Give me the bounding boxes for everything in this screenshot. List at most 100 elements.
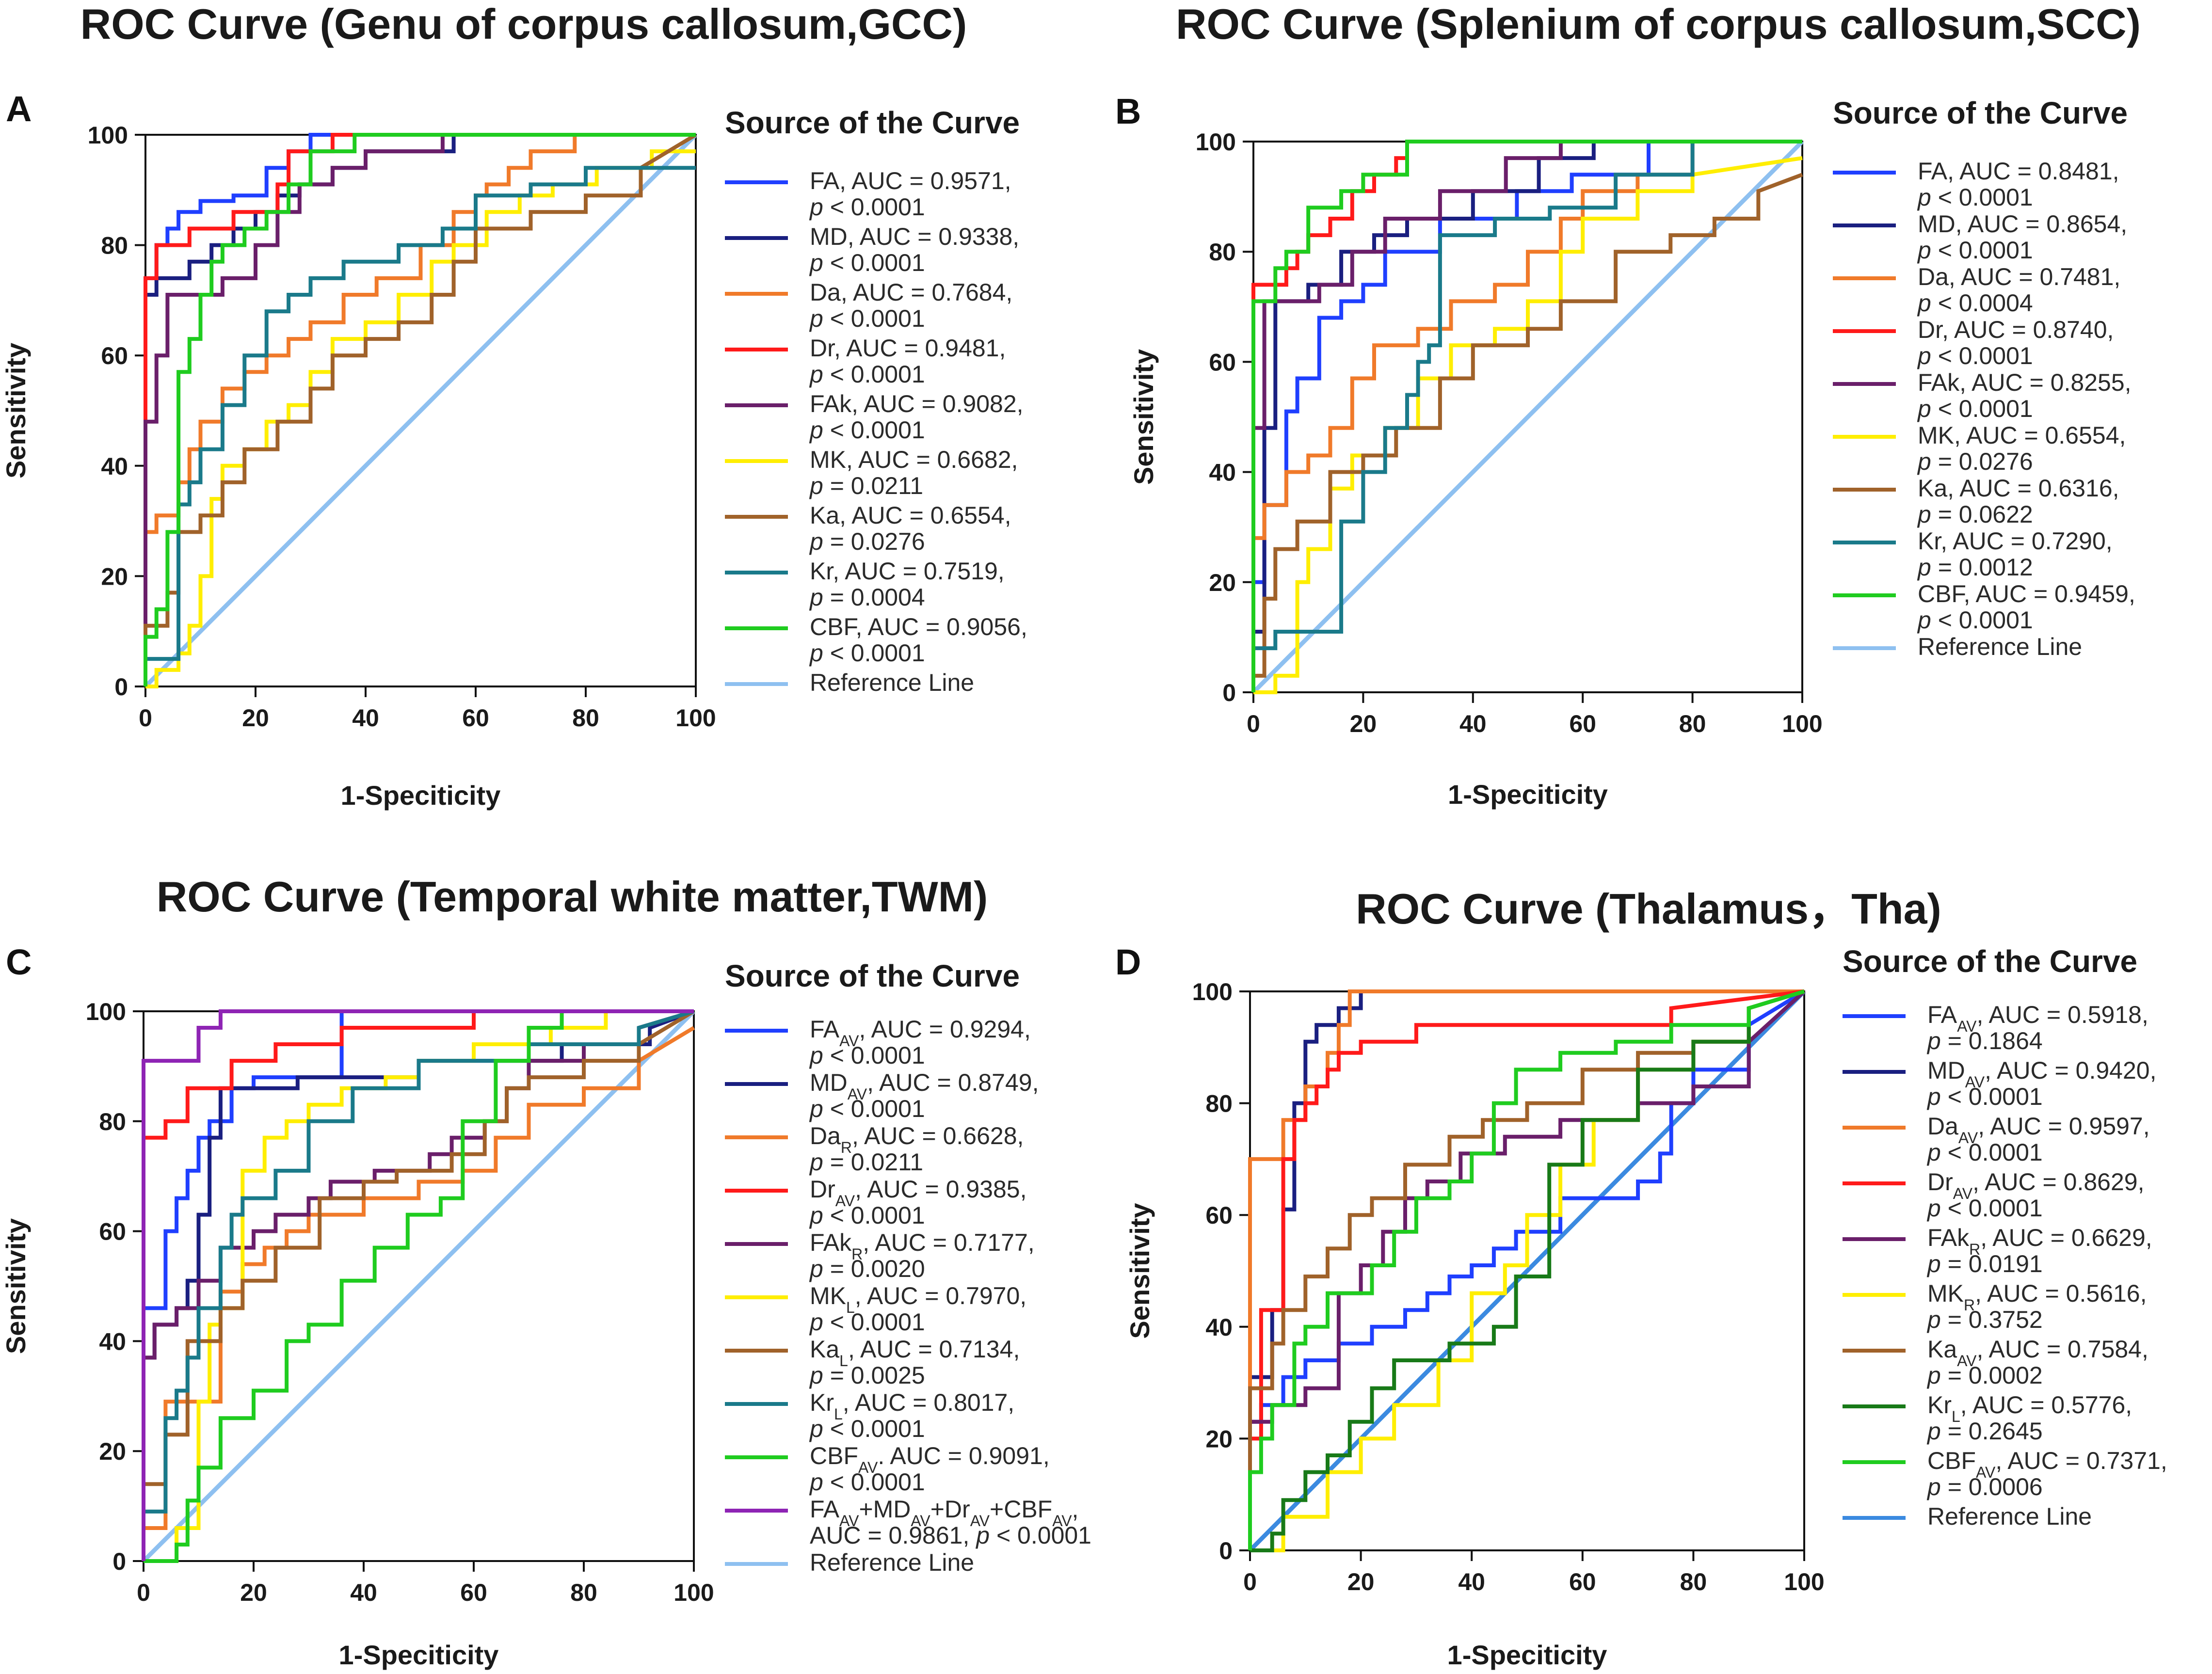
legend-text-span: p	[809, 1468, 823, 1496]
roc-curve-fak	[1251, 140, 1802, 692]
legend-text-span: , AUC = 0.9481,	[834, 335, 1006, 362]
legend-text-span: Da	[810, 1122, 841, 1149]
y-tick-label: 80	[99, 1108, 126, 1135]
x-axis-label: 1-Speciticity	[1447, 1640, 1607, 1670]
x-tick-label: 40	[1459, 710, 1487, 737]
legend-text-span: p	[1917, 184, 1931, 211]
legend-text-span: < 0.0001	[1941, 1195, 2043, 1222]
legend-item: KrL, AUC = 0.5776, p = 0.2645	[1843, 1391, 2132, 1445]
legend-text-span: , AUC = 0.9459,	[1963, 580, 2135, 607]
legend-text-span: p	[809, 1308, 823, 1336]
legend-subscript: AV	[1953, 1185, 1973, 1202]
legend-title: Source of the Curve	[1833, 96, 2128, 130]
legend-text-span: Ka	[1927, 1336, 1957, 1363]
legend-item: FAAV, AUC = 0.5918, p = 0.1864	[1843, 1001, 2148, 1054]
roc-curve-ka-l	[142, 1009, 695, 1561]
legend-text-span: , AUC = 0.9056,	[855, 613, 1027, 640]
legend-item: CBFAV, AUC = 0.7371, p = 0.0006	[1843, 1447, 2167, 1500]
legend-label: CBF, AUC = 0.9459, p < 0.0001	[1917, 580, 2135, 634]
x-tick-label: 60	[462, 704, 489, 732]
legend-label: DaAV, AUC = 0.9597, p < 0.0001	[1926, 1113, 2150, 1166]
x-tick-label: 100	[673, 1579, 714, 1606]
roc-curve-dr	[1251, 140, 1802, 692]
legend-text-span: , AUC = 0.7177,	[863, 1229, 1034, 1256]
legend-item: KrL, AUC = 0.8017, p < 0.0001	[725, 1389, 1014, 1442]
legend-text-span: MD	[810, 1069, 848, 1096]
legend-label: FAkR, AUC = 0.6629, p = 0.0191	[1926, 1224, 2152, 1277]
x-tick-label: 0	[139, 704, 152, 732]
legend-item: Reference Line	[1843, 1503, 2092, 1530]
legend-text-span: FAk	[1918, 369, 1960, 396]
legend-text-span: CBF	[1918, 580, 1965, 607]
legend-text-span: = 0.0006	[1941, 1473, 2043, 1500]
legend-text-span: = 0.0276	[823, 528, 925, 555]
y-tick-label: 80	[1205, 1090, 1233, 1117]
roc-curve-md-av	[1248, 989, 1804, 1550]
legend-text-span: , AUC = 0.8654,	[1956, 210, 2127, 238]
roc-curve-cbf	[144, 133, 696, 686]
legend-item: Ka, AUC = 0.6554, p = 0.0276	[725, 502, 1011, 555]
legend-text-span: < 0.0001	[823, 1308, 925, 1336]
legend-text-span: p	[809, 193, 823, 221]
legend-item: FAkR, AUC = 0.6629, p = 0.0191	[1843, 1224, 2152, 1277]
x-tick-label: 0	[1247, 710, 1260, 737]
legend-text-span: p	[975, 1522, 990, 1549]
y-tick-label: 20	[1205, 1425, 1233, 1452]
y-tick-label: 60	[101, 342, 128, 369]
legend-text-span: CBF	[1927, 1447, 1976, 1474]
roc-curve-cbf-av	[1248, 989, 1805, 1550]
legend-text-span: p	[809, 1362, 823, 1389]
legend-text-span: , AUC = 0.9385,	[855, 1176, 1026, 1203]
y-tick-label: 40	[101, 453, 128, 480]
legend-text-span: p	[809, 416, 823, 444]
legend-subscript: AV	[1957, 1352, 1977, 1370]
legend-text-span: FA	[1918, 158, 1948, 185]
legend-text-span: < 0.0001	[1931, 237, 2033, 264]
roc-curve-dr-av	[1248, 989, 1805, 1550]
legend-text-span: p	[809, 1415, 823, 1442]
legend-text-span: = 0.1864	[1941, 1027, 2043, 1054]
legend-subscript: L	[846, 1299, 855, 1316]
legend-text-span: +MD	[859, 1496, 911, 1523]
y-tick-label: 20	[101, 563, 128, 590]
legend-subscript: AV	[1958, 1129, 1978, 1147]
legend-label: DaR, AUC = 0.6628, p = 0.0211	[809, 1122, 1024, 1176]
legend-item: MDAV, AUC = 0.9420, p < 0.0001	[1843, 1057, 2156, 1110]
legend-subscript: AV	[911, 1512, 930, 1530]
legend-item: FA, AUC = 0.9571, p < 0.0001	[725, 167, 1011, 221]
roc-curve-fa-av	[142, 1009, 694, 1561]
legend-item: MKR, AUC = 0.5616, p = 0.3752	[1843, 1280, 2147, 1333]
legend-item: Ka, AUC = 0.6316, p = 0.0622	[1833, 475, 2119, 528]
legend-text-span: , AUC = 0.8629,	[1972, 1168, 2144, 1196]
legend-label: Da, AUC = 0.7481, p < 0.0004	[1917, 263, 2120, 317]
legend-item: DrAV, AUC = 0.9385, p < 0.0001	[725, 1176, 1026, 1229]
legend-label: FAk, AUC = 0.8255, p < 0.0001	[1917, 369, 2132, 422]
legend-label: Reference Line	[810, 1549, 974, 1576]
legend-text-span: Dr	[1927, 1168, 1953, 1196]
roc-curve-cbf	[1251, 140, 1802, 692]
legend-text-span: = 0.0622	[1931, 501, 2033, 528]
legend-text-span: , AUC = 0.9082,	[851, 390, 1023, 417]
y-tick-label: 60	[1209, 349, 1236, 376]
legend-title: Source of the Curve	[725, 958, 1020, 993]
legend-text-span: , AUC = 0.9571,	[839, 167, 1011, 194]
legend-text-span: Ka	[810, 502, 839, 529]
legend-text-span: Ka	[1918, 475, 1947, 502]
legend-text-span: FA	[810, 1016, 840, 1043]
y-axis-label: Sensitivity	[1128, 349, 1159, 485]
legend-subscript: AV	[1965, 1073, 1985, 1091]
legend-text-span: = 0.0276	[1931, 448, 2033, 475]
y-tick-label: 0	[1219, 1537, 1233, 1564]
legend-text-span: Reference Line	[810, 669, 974, 696]
legend-label: MKL, AUC = 0.7970, p < 0.0001	[809, 1282, 1026, 1336]
legend-text-span: p	[1917, 554, 1931, 581]
legend-item: Dr, AUC = 0.9481, p < 0.0001	[725, 335, 1006, 388]
roc-panel-b: ROC Curve (Splenium of corpus callosum,S…	[1115, 0, 2141, 810]
legend-label: MKR, AUC = 0.5616, p = 0.3752	[1926, 1280, 2147, 1333]
legend-text-span: Reference Line	[1918, 633, 2082, 660]
legend-item: MKL, AUC = 0.7970, p < 0.0001	[725, 1282, 1026, 1336]
roc-curve-kr-l	[1250, 989, 1805, 1552]
x-tick-label: 80	[572, 704, 599, 732]
y-tick-label: 100	[1196, 128, 1236, 156]
legend-item: CBF, AUC = 0.9056, p < 0.0001	[725, 613, 1027, 667]
